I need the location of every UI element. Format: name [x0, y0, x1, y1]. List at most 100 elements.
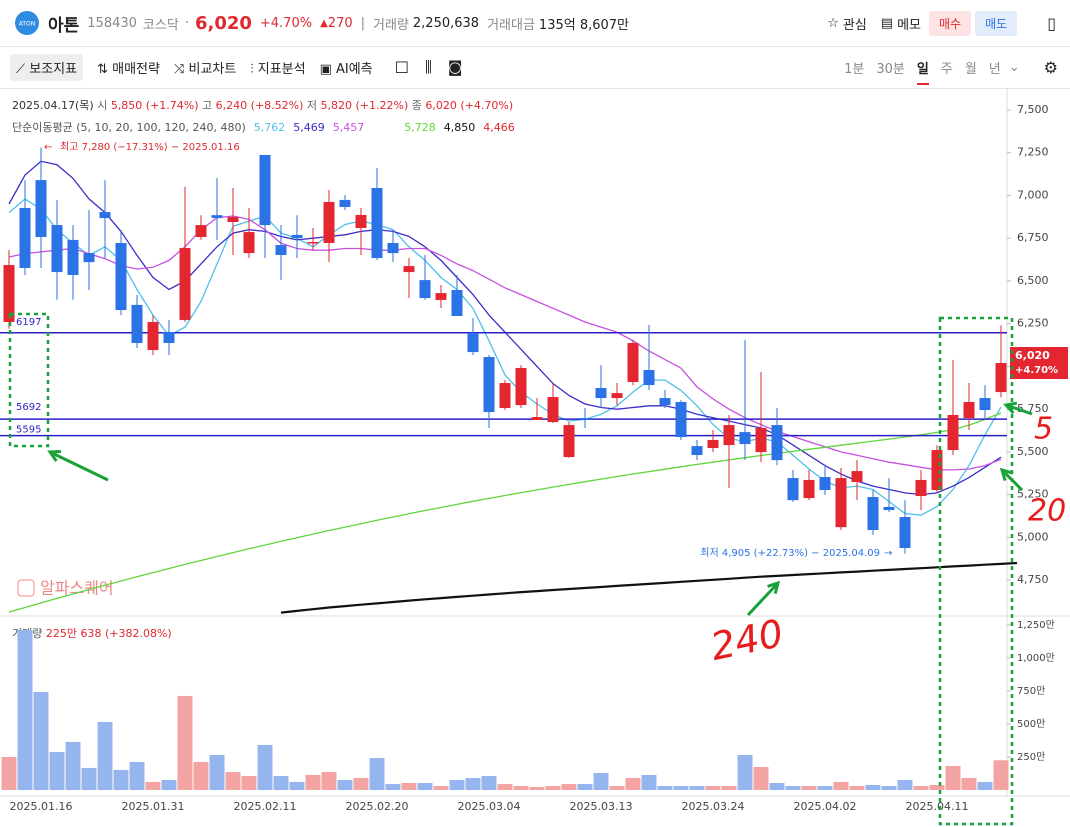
tool[interactable]: ⤨ 비교차트: [173, 61, 237, 77]
volume-bar: [913, 786, 929, 790]
info-value: 5,820 (+1.22%): [321, 99, 409, 112]
tool[interactable]: ▣ AI예측: [319, 61, 373, 77]
y-tick-label: 500만: [1017, 718, 1045, 730]
watch-button[interactable]: 관심: [842, 17, 867, 33]
tool-label: AI예측: [336, 61, 373, 77]
y-tick-label: 6,250: [1017, 317, 1049, 330]
volume-bar: [129, 761, 145, 790]
info-date: 2025.04.17(목): [12, 99, 94, 112]
volume-bar: [481, 775, 497, 790]
candle-body: [323, 201, 335, 244]
candle-body: [739, 432, 751, 445]
price-tag-change: +4.70%: [1015, 365, 1058, 376]
ma-legend: 단순이동평균 (5, 10, 20, 100, 120, 240, 480) 5,…: [12, 121, 515, 134]
volume-bar: [385, 784, 401, 790]
logo: ATON: [15, 11, 39, 35]
y-tick-label: 7,250: [1017, 146, 1049, 159]
period[interactable]: 년: [988, 61, 1001, 77]
sell-button[interactable]: 매도: [975, 10, 1018, 36]
highlight-box: [938, 316, 1014, 826]
candle-body: [147, 321, 159, 351]
candle-body: [211, 215, 223, 219]
volume-label: 거래량: [373, 17, 409, 33]
watermark: 알파스퀘어: [17, 579, 114, 598]
arrow-head: [999, 467, 1013, 481]
ma-legend-value: 5,762: [254, 121, 286, 134]
arrow: [1000, 468, 1024, 492]
candle-body: [851, 471, 863, 482]
volume-bar: [945, 765, 961, 790]
ma-legend-title: 단순이동평균 (5, 10, 20, 100, 120, 240, 480): [12, 121, 246, 134]
volume-bar: [97, 721, 113, 790]
candle-body: [547, 397, 559, 422]
memo-button[interactable]: 메모: [897, 17, 921, 33]
volume-bar: [785, 786, 801, 790]
candle-body: [67, 239, 79, 275]
market: 코스닥: [142, 17, 179, 33]
tool[interactable]: ⫶ 지표분석: [250, 61, 306, 77]
y-tick-label: 6,000: [1017, 359, 1049, 372]
candle-body: [355, 214, 367, 228]
candle-body: [643, 370, 655, 386]
handwritten-note: 5: [1034, 412, 1053, 447]
volume-bar: [497, 784, 513, 790]
moving-average: [8, 198, 1002, 516]
ma-legend-value: 5,728: [404, 121, 436, 134]
volume-bar: [977, 781, 993, 790]
y-tick-label: 6,500: [1017, 274, 1049, 287]
period[interactable]: 30분: [876, 61, 905, 77]
price-tag: [1010, 347, 1068, 380]
watermark-text: 알파스퀘어: [40, 579, 114, 598]
tool[interactable]: ⇅ 매매전략: [97, 61, 160, 77]
candle-body: [755, 427, 767, 453]
y-tick-label: 6,750: [1017, 231, 1049, 244]
period[interactable]: 월: [964, 61, 977, 77]
volume-bar: [321, 772, 337, 790]
tool[interactable]: ⟋ 보조지표: [10, 53, 84, 81]
candle-body: [339, 199, 351, 207]
x-tick-label: 2025.01.16: [10, 800, 73, 813]
volume-bar: [689, 786, 705, 790]
volume-bar: [449, 779, 465, 790]
arrow-head: [1003, 401, 1018, 415]
candle-body: [307, 241, 319, 244]
icon[interactable]: ☐: [394, 57, 409, 77]
panel-icon[interactable]: ▯: [1047, 13, 1056, 33]
volume-bar: [641, 774, 657, 790]
period-active[interactable]: 일: [916, 58, 929, 85]
candle-body: [83, 253, 95, 263]
arrow-head: [767, 580, 781, 595]
icon[interactable]: ◙: [447, 58, 463, 76]
candle-body: [531, 417, 543, 420]
candle-body: [99, 212, 111, 219]
buy-button[interactable]: 매수: [929, 10, 972, 36]
candle-body: [227, 217, 239, 222]
candle-body: [163, 332, 175, 344]
y-tick-label: 7,500: [1017, 103, 1049, 116]
volume-bar: [753, 767, 769, 790]
max-note: 최고 7,280 (−17.31%) − 2025.01.16: [60, 141, 240, 153]
volume-bar: [705, 786, 721, 790]
candle-body: [51, 225, 63, 273]
volume-bar: [465, 777, 481, 790]
volume-bar: [737, 754, 753, 790]
x-tick-label: 2025.02.11: [234, 800, 297, 813]
y-tick-label: 5,000: [1017, 530, 1049, 543]
tool-label: 매매전략: [112, 61, 160, 77]
icon[interactable]: ⫼: [425, 58, 432, 76]
period[interactable]: 1분: [844, 61, 865, 77]
y-tick-label: 1,250만: [1017, 619, 1055, 631]
volume-bar: [241, 775, 257, 790]
volume-bar: [545, 786, 561, 790]
toolbar: ⟋ 보조지표 ⇅ 매매전략 ⤨ 비교차트 ⫶ 지표분석 ▣ AI예측 ☐ ⫼ ◙…: [0, 46, 1070, 89]
volume-subtitle: 225만 638 (+382.08%): [46, 627, 172, 640]
settings-icon[interactable]: ⚙: [1043, 57, 1058, 77]
y-tick-label: 1,000만: [1017, 652, 1055, 664]
candle-body: [659, 398, 671, 406]
info-label: 저: [307, 99, 317, 112]
candle-body: [883, 506, 895, 511]
moving-average: [8, 215, 1002, 471]
period[interactable]: 주: [940, 61, 953, 77]
arrow: ←: [44, 142, 52, 153]
volume-bar: [897, 779, 913, 790]
